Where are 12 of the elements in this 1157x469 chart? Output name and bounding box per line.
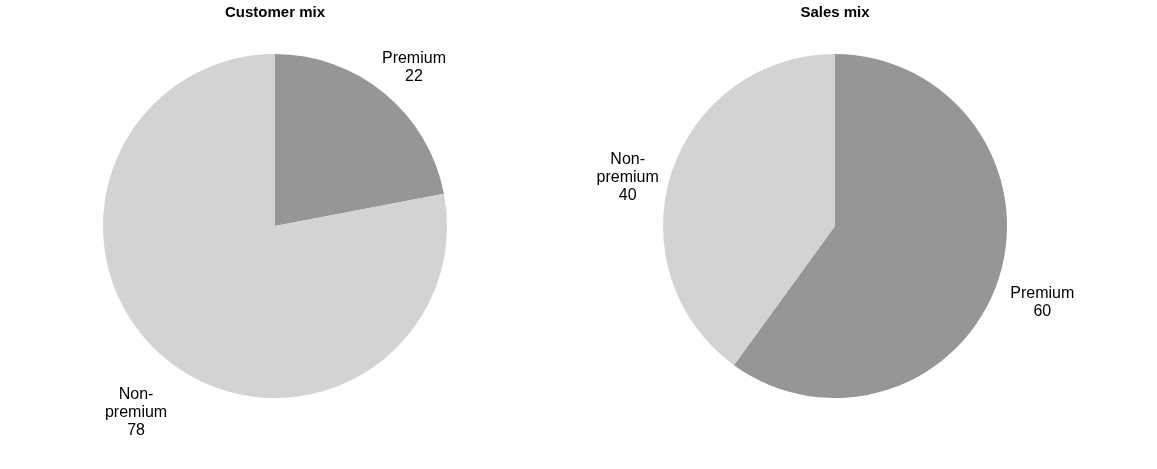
slice-label: Premium: [1010, 284, 1075, 302]
data-label: 22: [405, 67, 423, 85]
data-label: 78: [127, 420, 146, 438]
chart-title: Customer mix: [224, 3, 326, 20]
slice-label: Non-premium: [596, 149, 659, 185]
data-label: 60: [1033, 302, 1052, 320]
pie-slice: [663, 54, 835, 366]
slice-label: Non-premium: [104, 384, 168, 420]
slice-label: Premium: [381, 49, 446, 67]
data-label: 40: [618, 185, 637, 203]
chart-title: Sales mix: [800, 3, 871, 20]
pie-slice: [733, 54, 1007, 398]
